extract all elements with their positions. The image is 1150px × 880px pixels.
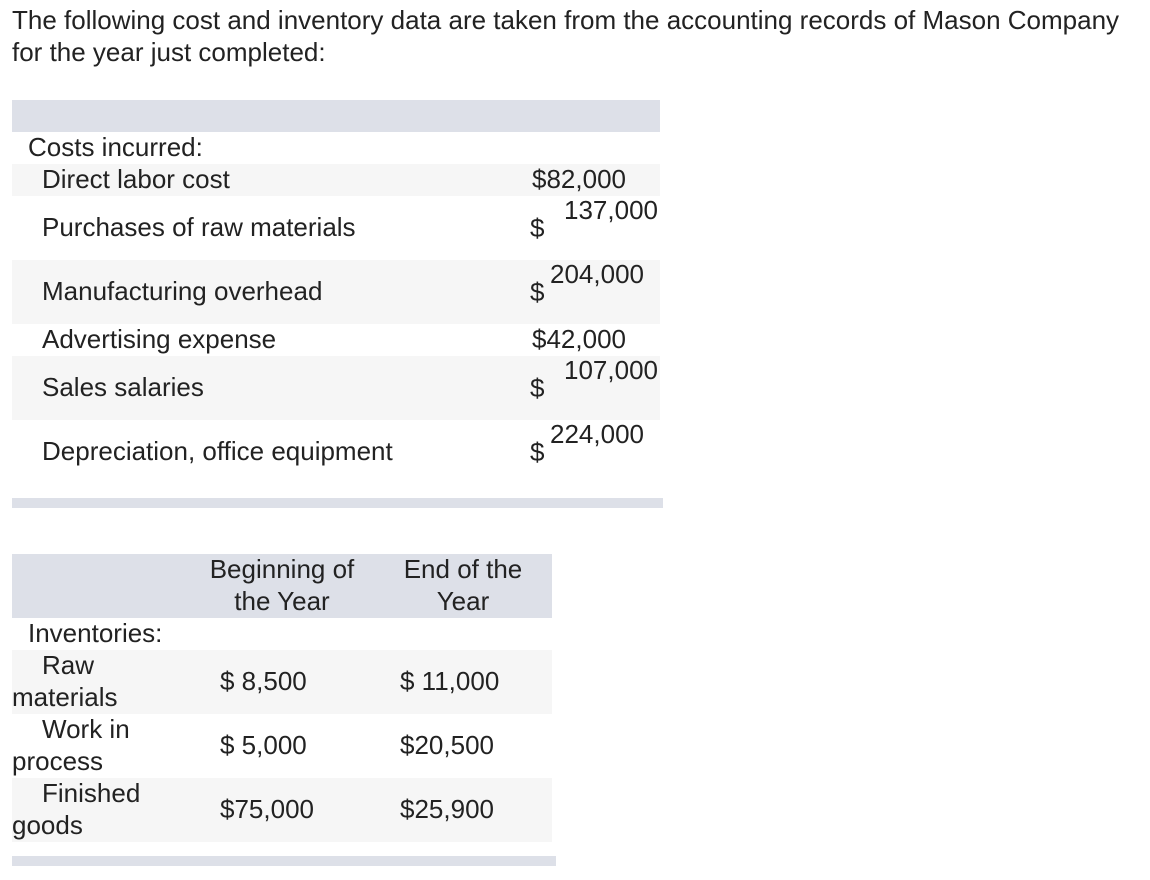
currency-symbol: $ (532, 324, 547, 354)
costs-row-stripe (12, 356, 660, 420)
finished-goods-beginning: $75,000 (220, 794, 314, 824)
cost-amount-manufacturing-overhead: 204,000 (550, 259, 644, 289)
costs-header-band (12, 100, 660, 132)
header-beginning-of-year: Beginning of the Year (209, 554, 355, 616)
inventory-row-stripe (12, 650, 552, 714)
inventory-label-raw-materials: Raw materials (12, 649, 117, 713)
inventory-label-finished-goods: Finished goods (12, 777, 140, 841)
costs-footer-band (12, 498, 663, 508)
label-line: Raw (42, 650, 95, 680)
inventory-row-stripe (12, 778, 552, 842)
cost-amount-sales-salaries: 107,000 (564, 355, 658, 385)
work-in-process-beginning: $ 5,000 (220, 730, 307, 760)
header-end-of-year: End of the Year (403, 554, 523, 616)
currency-symbol: $ (530, 213, 545, 243)
amount-value: 82,000 (546, 164, 626, 194)
label-line: Finished (42, 778, 141, 808)
label-line: process (12, 746, 104, 776)
intro-text: The following cost and inventory data ar… (12, 5, 1120, 67)
cost-amount-direct-labor: $82,000 (532, 163, 626, 195)
label-line: materials (12, 682, 118, 712)
inventory-footer-band (12, 856, 556, 866)
costs-row-stripe (12, 260, 660, 324)
raw-materials-end: $ 11,000 (400, 666, 500, 696)
costs-row-stripe (12, 164, 660, 196)
cost-amount-advertising: $42,000 (532, 323, 626, 355)
currency-symbol: $ (532, 164, 547, 194)
cost-amount-depreciation: 224,000 (550, 419, 644, 449)
cost-label-direct-labor: Direct labor cost (42, 164, 230, 194)
currency-symbol: $ (530, 277, 545, 307)
raw-materials-beginning: $ 8,500 (220, 666, 307, 696)
costs-section-label: Costs incurred: (28, 132, 203, 162)
work-in-process-end: $20,500 (400, 730, 494, 760)
cost-label-depreciation: Depreciation, office equipment (42, 436, 393, 466)
cost-amount-purchases: 137,000 (564, 195, 658, 225)
currency-symbol: $ (530, 437, 545, 467)
cost-label-advertising: Advertising expense (42, 324, 277, 354)
label-line: Work in (42, 714, 130, 744)
amount-value: 42,000 (546, 324, 626, 354)
finished-goods-end: $25,900 (400, 794, 494, 824)
cost-label-sales-salaries: Sales salaries (42, 372, 204, 402)
inventories-section-label: Inventories: (28, 618, 163, 648)
currency-symbol: $ (530, 373, 545, 403)
inventory-header-band (12, 554, 552, 618)
label-line: goods (12, 810, 83, 840)
cost-label-manufacturing-overhead: Manufacturing overhead (42, 276, 323, 306)
cost-label-purchases: Purchases of raw materials (42, 212, 356, 242)
inventory-label-work-in-process: Work in process (12, 713, 130, 777)
